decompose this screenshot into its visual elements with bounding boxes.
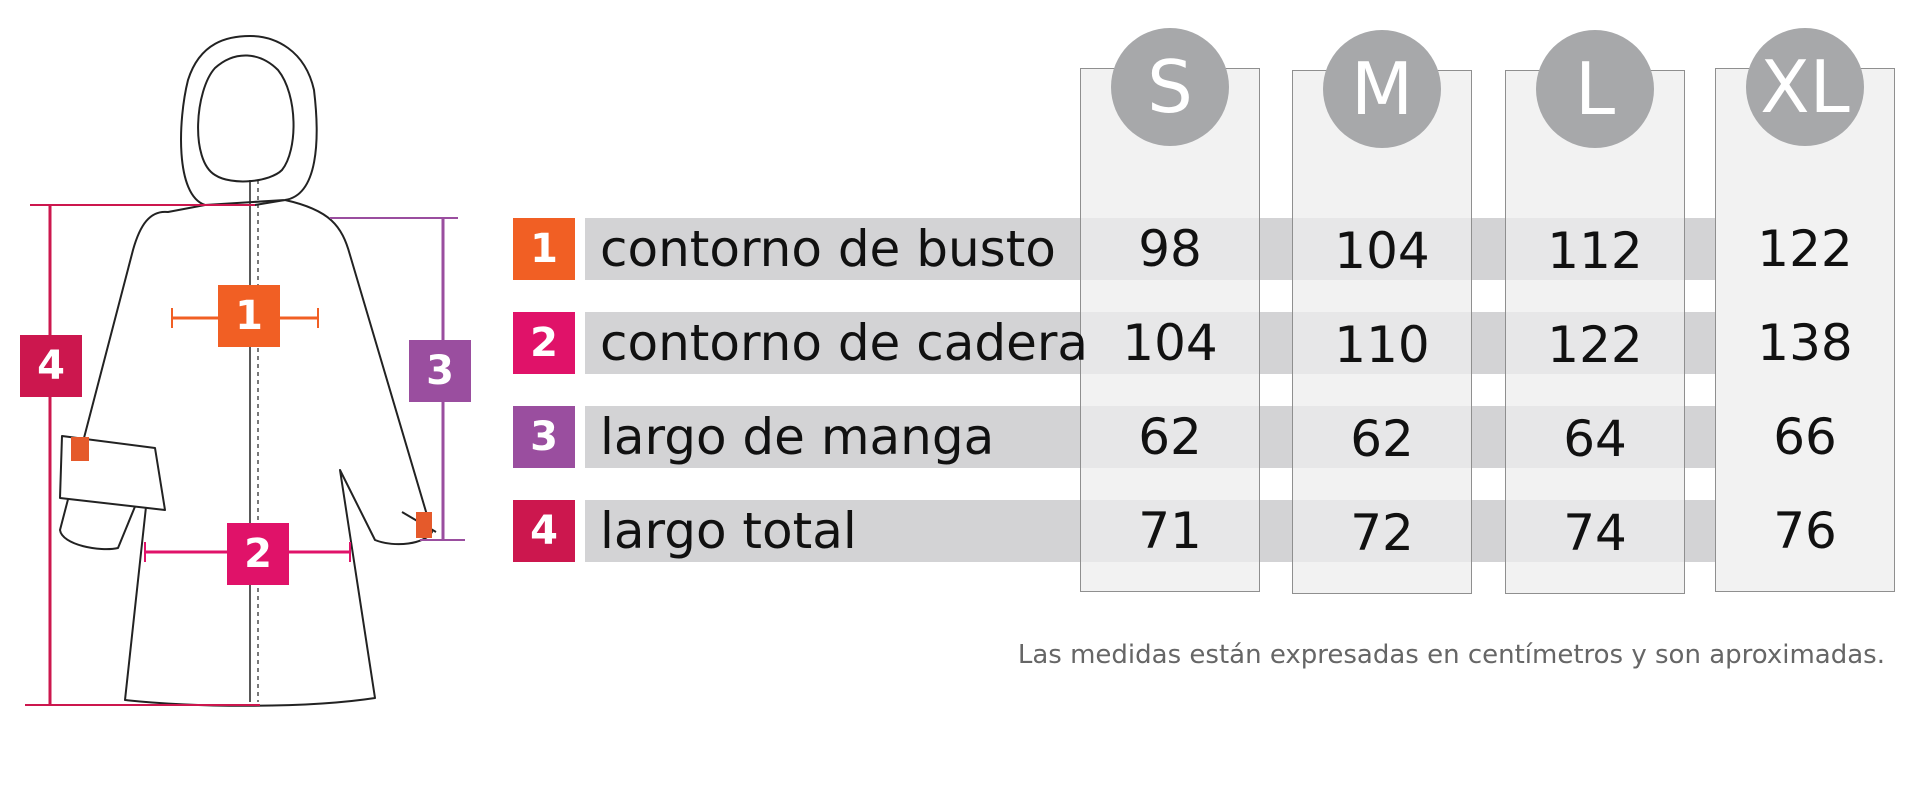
- row-number-sleeve: 3: [513, 406, 575, 468]
- cell-hip-xl: 138: [1757, 314, 1853, 372]
- cell-sleeve-l: 64: [1563, 410, 1627, 468]
- figure-marker-total: 4: [20, 335, 82, 397]
- cell-bust-s: 98: [1138, 220, 1202, 278]
- size-header-s: S: [1111, 28, 1229, 146]
- row-number-bust: 1: [513, 218, 575, 280]
- cell-hip-m: 110: [1334, 316, 1430, 374]
- cell-total-m: 72: [1350, 504, 1414, 562]
- row-number-total: 4: [513, 500, 575, 562]
- row-label-sleeve: largo de manga: [600, 408, 995, 466]
- cell-total-l: 74: [1563, 504, 1627, 562]
- figure-marker-hip: 2: [227, 523, 289, 585]
- row-label-total: largo total: [600, 502, 857, 560]
- cell-bust-l: 112: [1547, 222, 1643, 280]
- cell-bust-xl: 122: [1757, 220, 1853, 278]
- figure-marker-sleeve: 3: [409, 340, 471, 402]
- figure-marker-bust: 1: [218, 285, 280, 347]
- cell-sleeve-m: 62: [1350, 410, 1414, 468]
- size-header-l: L: [1536, 30, 1654, 148]
- cell-hip-s: 104: [1122, 314, 1218, 372]
- row-label-hip: contorno de cadera: [600, 314, 1089, 372]
- size-column-l: [1505, 70, 1685, 594]
- cell-sleeve-s: 62: [1138, 408, 1202, 466]
- size-column-m: [1292, 70, 1472, 594]
- cell-total-xl: 76: [1773, 502, 1837, 560]
- footnote: Las medidas están expresadas en centímet…: [1017, 640, 1885, 670]
- cell-total-s: 71: [1138, 502, 1202, 560]
- row-label-bust: contorno de busto: [600, 220, 1056, 278]
- size-header-xl: XL: [1746, 28, 1864, 146]
- row-number-hip: 2: [513, 312, 575, 374]
- size-header-m: M: [1323, 30, 1441, 148]
- size-column-xl: [1715, 68, 1895, 592]
- cell-bust-m: 104: [1334, 222, 1430, 280]
- cell-sleeve-xl: 66: [1773, 408, 1837, 466]
- size-column-s: [1080, 68, 1260, 592]
- cell-hip-l: 122: [1547, 316, 1643, 374]
